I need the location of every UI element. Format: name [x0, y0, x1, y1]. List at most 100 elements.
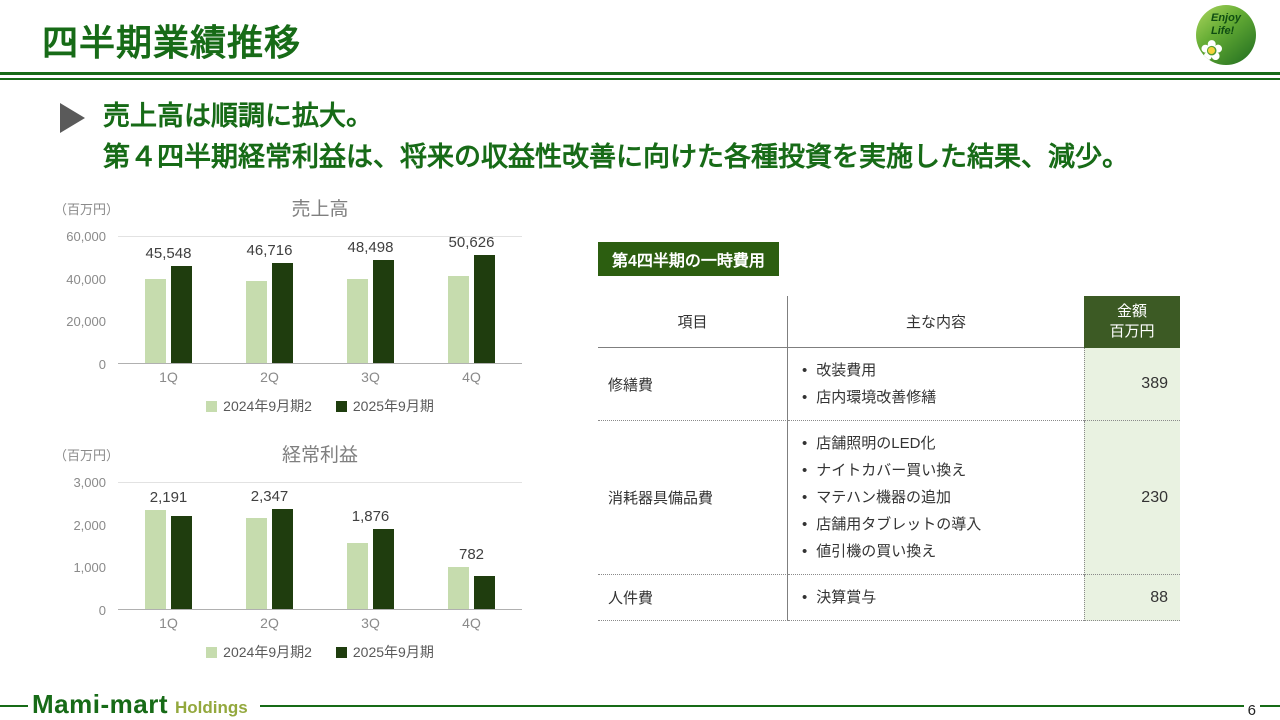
logo-circle: Enjoy Life! ✿ [1196, 5, 1256, 65]
x-tick-label: 3Q [361, 369, 380, 385]
x-tick-label: 2Q [260, 369, 279, 385]
cost-table-body: 修繕費 • 改装費用 • 店内環境改善修繕 389 消耗器具備品費 • 店舗照明のLED化 • ナイ… [598, 348, 1180, 621]
bar-2Q [246, 517, 267, 609]
bullet-icon: • [802, 489, 808, 506]
bar-pair [448, 255, 495, 363]
bullet-line: • 店内環境改善修繕 [802, 384, 1078, 411]
header-amount: 金額 百万円 [1084, 296, 1180, 348]
bar-3Q [373, 259, 394, 363]
y-tick-label: 60,000 [66, 229, 106, 244]
legend-label: 2025年9月期 [352, 644, 434, 660]
x-axis: 1Q 2Q 3Q 4Q [118, 369, 522, 385]
legend-label: 2025年9月期 [352, 398, 434, 414]
one-time-costs-badge: 第4四半期の一時費用 [598, 242, 779, 276]
y-axis: 0 1,000 2,000 3,000 [52, 475, 118, 618]
legend-item: 2024年9月期2 [206, 642, 312, 662]
bar-pair [145, 265, 192, 363]
sales-unit-label: （百万円） [54, 202, 120, 217]
logo-slogan-line2: Life! [1211, 24, 1235, 37]
key-message-line2: 第４四半期経常利益は、将来の収益性改善に向けた各種投資を実施した結果、減少。 [103, 141, 1129, 172]
bar-pair [347, 529, 394, 609]
y-tick-label: 20,000 [66, 314, 106, 330]
bar-value-label: 48,498 [347, 238, 394, 256]
bar-4Q [448, 275, 469, 363]
income-chart-body: 0 1,000 2,000 3,000 2,191 2,347 1,876 782 [52, 475, 522, 618]
cost-contents-cell: • 改装費用 • 店内環境改善修繕 [788, 348, 1084, 421]
bullet-text: 店舗用タブレットの導入 [816, 516, 982, 533]
cost-table-row: 修繕費 • 改装費用 • 店内環境改善修繕 389 [598, 348, 1180, 421]
legend-swatch-icon [335, 400, 347, 412]
cost-contents-cell: • 店舗照明のLED化 • ナイトカバー買い換え • マテハン機器の追加 • 店舗用タブレット… [788, 421, 1084, 575]
legend-swatch-icon [206, 646, 218, 658]
income-unit-label: （百万円） [54, 448, 120, 463]
bar-pair [145, 509, 192, 609]
one-time-costs-section: 第4四半期の一時費用 項目 主な内容 金額 百万円 修繕費 • 改装費用 • 店内環境改… [598, 242, 1180, 621]
bullet-text: ナイトカバー買い換え [816, 462, 967, 479]
company-logo: Mami-mart Holdings [28, 687, 260, 720]
bar-group-3Q: 1,876 [320, 482, 421, 609]
header-item: 項目 [598, 296, 788, 348]
bullet-text: 決算賞与 [816, 589, 877, 606]
bar-pair [246, 508, 293, 609]
bullet-icon: • [802, 389, 808, 406]
charts-column: （百万円） 売上高 0 20,000 40,000 60,000 45,548 46,7… [52, 194, 522, 686]
cost-table-row: 消耗器具備品費 • 店舗照明のLED化 • ナイトカバー買い換え • マテハン機器の追加 • 店… [598, 421, 1180, 575]
legend-label: 2024年9月期2 [223, 644, 312, 660]
bar-group-1Q: 2,191 [118, 482, 219, 609]
cost-table-row: 人件費 • 決算賞与 88 [598, 575, 1180, 621]
income-chart-head: （百万円） 経常利益 [52, 440, 522, 466]
bar-pair [246, 263, 293, 363]
x-tick-label: 2Q [260, 615, 279, 631]
company-logo-main: Mami-mart [32, 689, 168, 719]
income-chart-title: 経常利益 [281, 445, 358, 466]
sales-chart-head: （百万円） 売上高 [52, 194, 522, 220]
bar-pair [448, 566, 495, 609]
y-tick-label: 1,000 [73, 560, 106, 576]
x-tick-label: 4Q [462, 615, 481, 631]
bullet-line: • 店舗用タブレットの導入 [802, 511, 1078, 538]
bar-2Q [272, 508, 293, 609]
footer-divider [0, 704, 1280, 707]
x-tick-label: 4Q [462, 369, 481, 385]
bar-1Q [171, 515, 192, 609]
key-message-line1: 売上高は順調に拡大。 [103, 101, 373, 131]
bullet-line: • 店舗照明のLED化 [802, 430, 1078, 457]
bar-group-4Q: 782 [421, 482, 522, 609]
bullet-text: 値引機の買い換え [816, 543, 937, 560]
bar-3Q [347, 278, 368, 363]
y-tick-label: 3,000 [73, 475, 106, 490]
bar-value-label: 2,347 [250, 487, 289, 505]
cost-table-header: 項目 主な内容 金額 百万円 [598, 296, 1180, 348]
bar-1Q [145, 278, 166, 363]
title-divider [0, 72, 1280, 80]
bar-value-label: 782 [458, 545, 485, 563]
y-tick-label: 0 [98, 357, 106, 372]
arrow-bullet-icon [60, 103, 85, 133]
bullet-line: • マテハン機器の追加 [802, 484, 1078, 511]
bar-2Q [272, 263, 293, 363]
sales-chart: （百万円） 売上高 0 20,000 40,000 60,000 45,548 46,7… [52, 194, 522, 416]
key-message: 売上高は順調に拡大。 第４四半期経常利益は、将来の収益性改善に向けた各種投資を実… [60, 96, 1129, 177]
x-tick-label: 1Q [159, 615, 178, 631]
bar-group-3Q: 48,498 [320, 236, 421, 363]
header-contents: 主な内容 [788, 296, 1084, 348]
bar-pair [347, 259, 394, 363]
bullet-icon: • [802, 435, 808, 452]
bullet-line: • ナイトカバー買い換え [802, 457, 1078, 484]
logo-slogan-line1: Enjoy [1211, 12, 1241, 24]
cost-item-cell: 修繕費 [598, 348, 788, 421]
ordinary-income-chart: （百万円） 経常利益 0 1,000 2,000 3,000 2,191 2,347 1,… [52, 440, 522, 662]
bar-4Q [474, 255, 495, 363]
company-logo-suffix: Holdings [174, 698, 248, 717]
legend: 2024年9月期2 2025年9月期 [118, 642, 522, 662]
legend-swatch-icon [335, 646, 347, 658]
header-amount-line1: 金額 [1116, 302, 1147, 320]
bar-2Q [246, 281, 267, 363]
legend-item: 2025年9月期 [335, 642, 434, 662]
x-axis: 1Q 2Q 3Q 4Q [118, 615, 522, 631]
bullet-icon: • [802, 589, 808, 606]
cost-item-cell: 消耗器具備品費 [598, 421, 788, 575]
bullet-icon: • [802, 516, 808, 533]
bullet-text: マテハン機器の追加 [816, 489, 951, 506]
